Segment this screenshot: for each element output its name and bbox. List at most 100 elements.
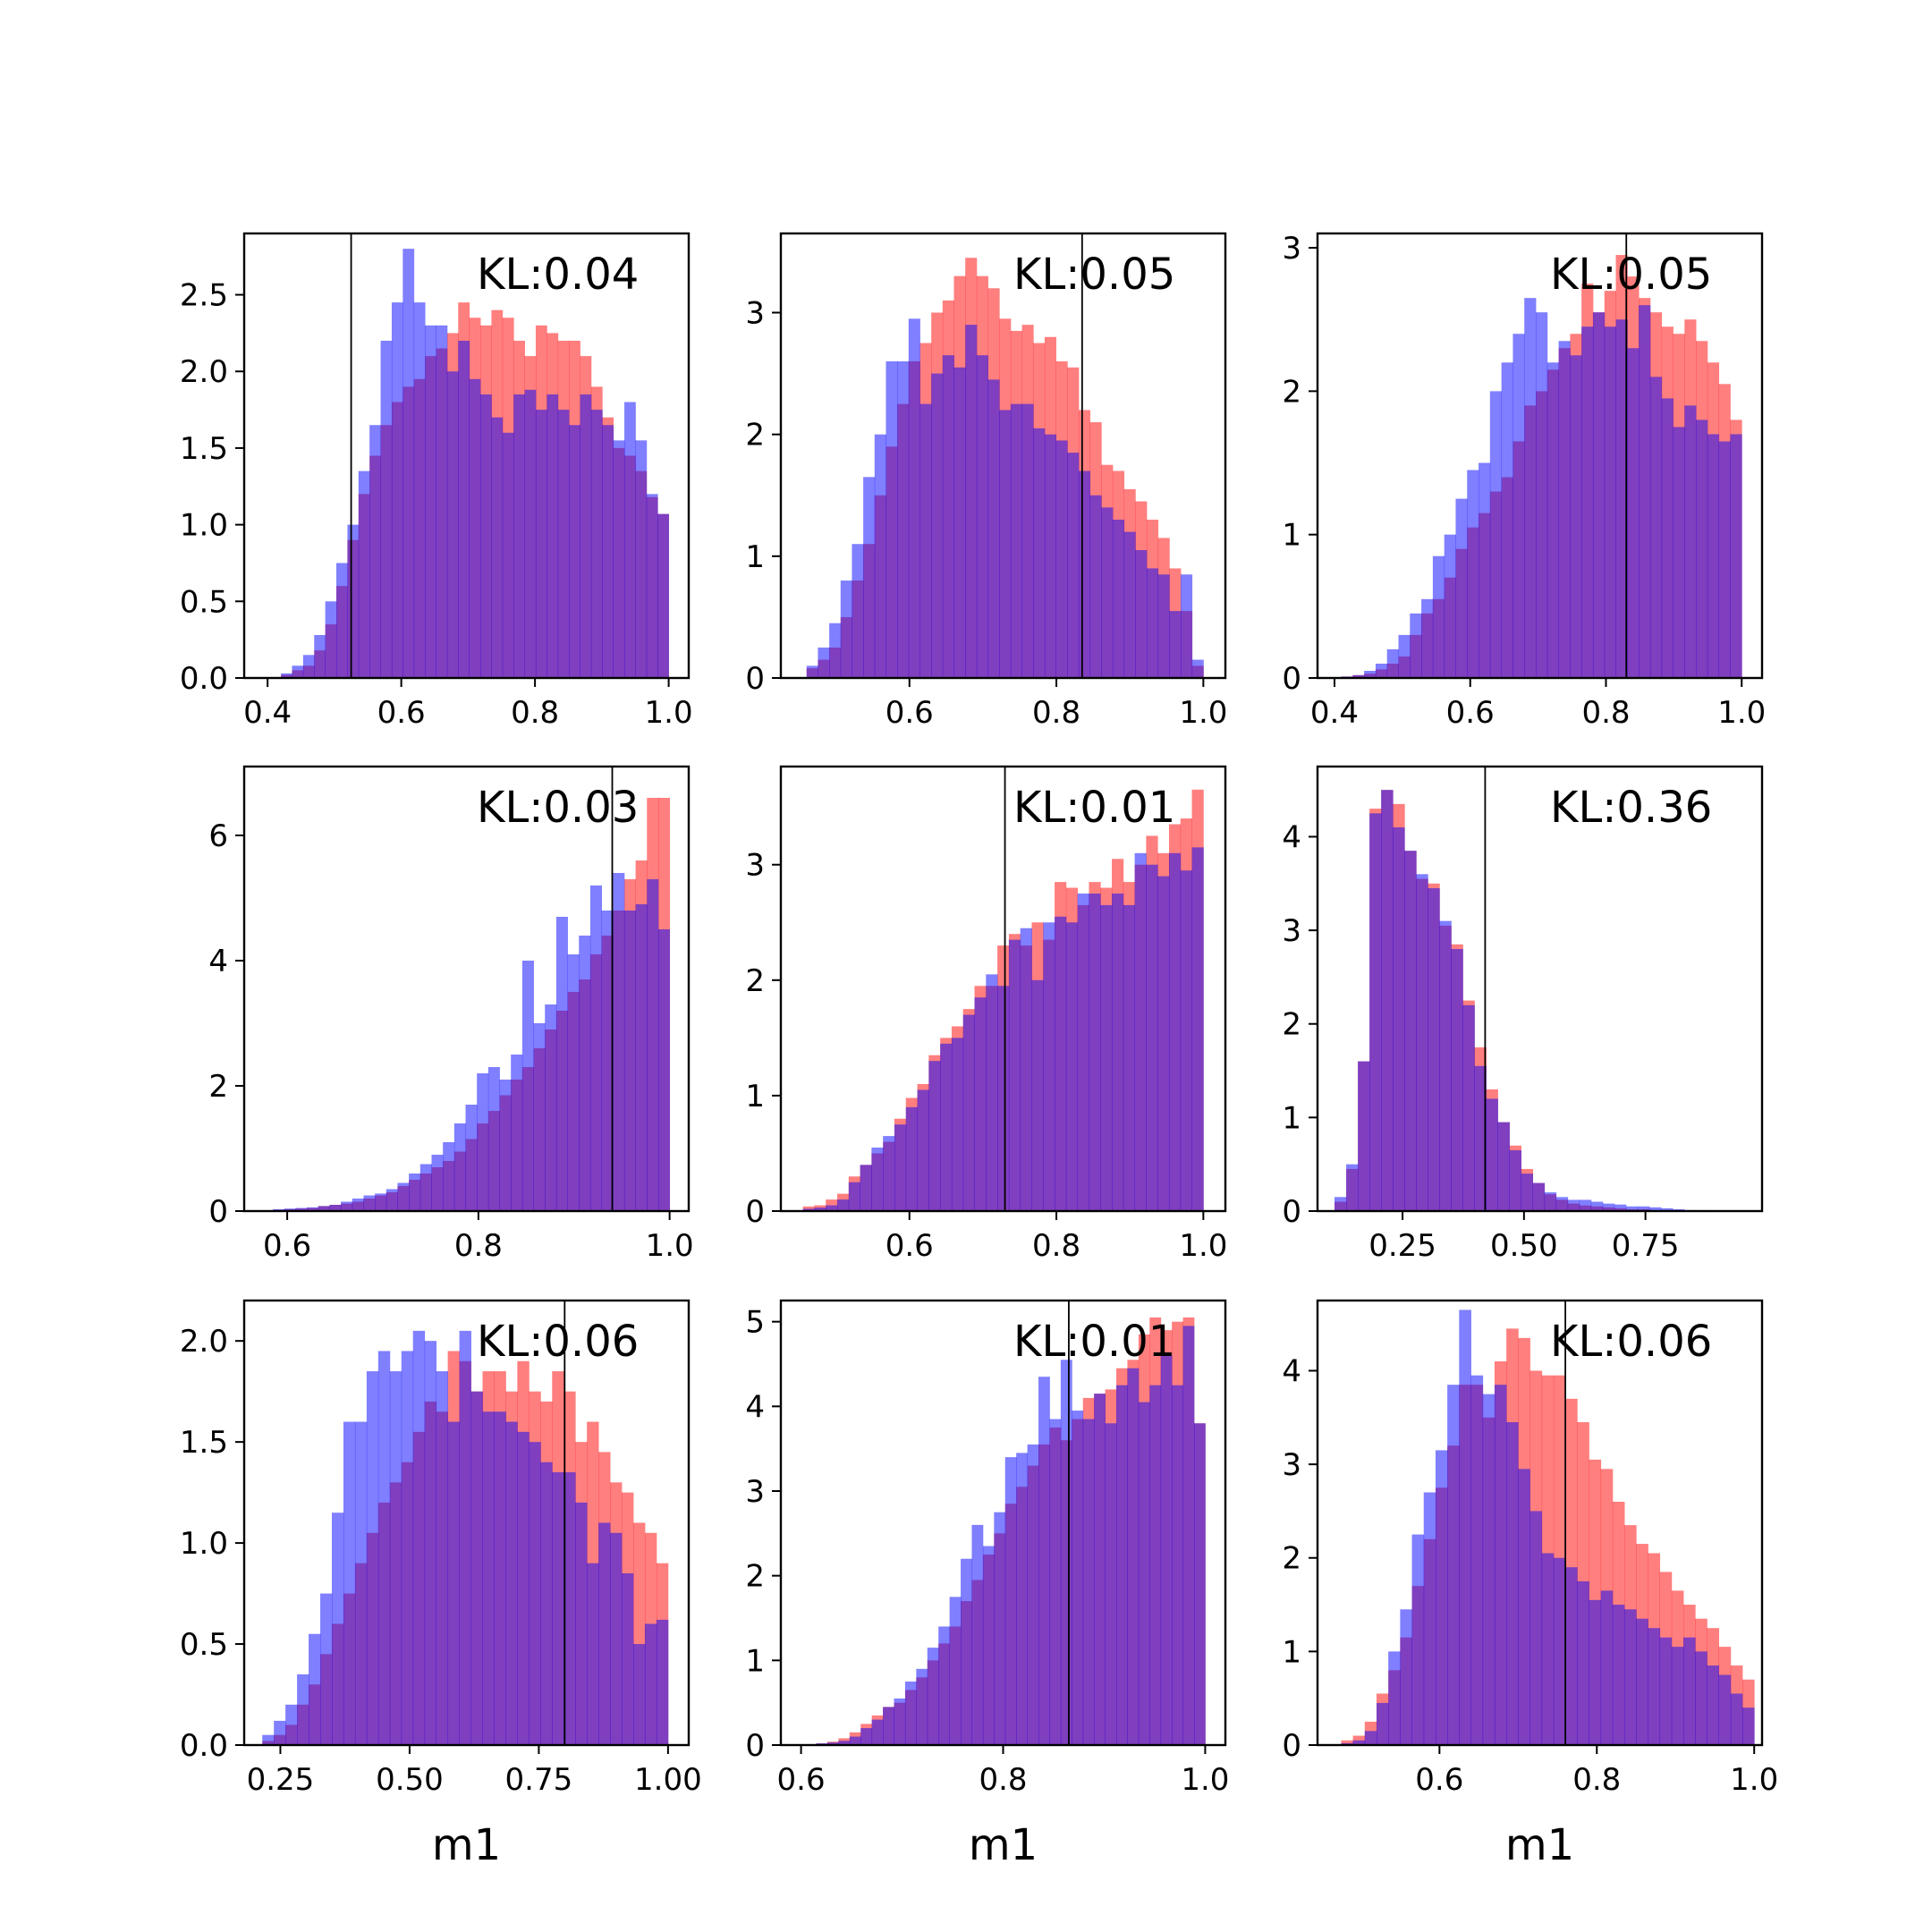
histogram-bar-blue <box>840 580 852 678</box>
histogram-bar-blue <box>1044 434 1056 678</box>
histogram-bar-blue <box>1031 979 1044 1211</box>
y-tick-label: 0 <box>1282 661 1301 697</box>
histogram-bar-blue <box>1421 598 1434 678</box>
histogram-bar-blue <box>997 986 1010 1211</box>
x-tick-label: 0.75 <box>1612 1228 1680 1264</box>
histogram-bar-blue <box>1352 674 1365 678</box>
histogram-bar-blue <box>1146 864 1158 1211</box>
histogram-bar-blue <box>1707 1665 1720 1745</box>
histogram-bar-blue <box>917 1089 929 1211</box>
histogram-bar-blue <box>908 318 920 678</box>
histogram-bar-blue <box>377 1351 391 1745</box>
histogram-bar-blue <box>635 440 648 678</box>
y-tick-label: 1.5 <box>180 1425 228 1461</box>
histogram-bar-blue <box>928 1061 941 1211</box>
histogram-bar-blue <box>431 1155 444 1211</box>
histogram-bar-blue <box>1553 1557 1566 1745</box>
histogram-bar-blue <box>1544 1192 1557 1211</box>
histogram-bar-blue <box>656 1619 669 1745</box>
y-tick-label: 2.0 <box>180 354 228 390</box>
x-tick-label: 0.8 <box>1581 695 1630 731</box>
histogram-bar-blue <box>897 360 910 678</box>
histogram-bar-blue <box>976 355 988 678</box>
x-tick-label: 0.25 <box>247 1762 315 1798</box>
histogram-bar-blue <box>1101 507 1114 678</box>
kl-annotation: KL:0.03 <box>477 783 639 833</box>
x-tick-label: 1.0 <box>645 695 693 731</box>
histogram-bar-blue <box>1077 894 1089 1211</box>
histogram-bar-blue <box>624 402 636 678</box>
histogram-bar-blue <box>477 1073 489 1211</box>
histogram-bar-blue <box>1497 1122 1510 1211</box>
bars-group <box>1335 790 1743 1211</box>
histogram-bar-blue <box>397 1182 410 1211</box>
histogram-bar-blue <box>1369 813 1382 1211</box>
histogram-bar-blue <box>465 1105 478 1211</box>
histogram-bar-blue <box>458 340 470 678</box>
histogram-bar-blue <box>480 394 492 678</box>
bars-group <box>1341 1309 1755 1745</box>
histogram-bar-blue <box>1135 550 1148 678</box>
histogram-bar-blue <box>494 1411 506 1745</box>
histogram-bar-blue <box>401 1351 414 1745</box>
histogram-bar-blue <box>962 1014 975 1211</box>
y-tick-label: 1 <box>1282 1100 1301 1136</box>
y-tick-label: 1.0 <box>180 508 228 544</box>
y-tick-label: 0 <box>745 1194 765 1230</box>
histogram-bar-blue <box>1696 419 1708 678</box>
histogram-bar-blue <box>380 340 393 678</box>
histogram-bar-blue <box>529 1442 541 1745</box>
x-tick-label: 0.8 <box>511 695 559 731</box>
x-tick-label: 0.8 <box>454 1228 503 1264</box>
histogram-bar-blue <box>1016 1453 1029 1745</box>
histogram-bar-blue <box>419 1164 432 1211</box>
histogram-bar-red <box>1341 1740 1353 1745</box>
histogram-bar-blue <box>986 974 998 1211</box>
histogram-bar-blue <box>436 325 448 678</box>
histogram-bar-blue <box>555 917 568 1211</box>
histogram-bar-blue <box>307 1207 319 1211</box>
histogram-bar-blue <box>1479 462 1491 678</box>
y-tick-label: 2 <box>1282 1541 1301 1577</box>
histogram-bar-blue <box>482 1411 495 1745</box>
histogram-bar-blue <box>589 886 602 1211</box>
x-tick-label: 1.00 <box>634 1762 702 1798</box>
histogram-bar-blue <box>860 1165 872 1211</box>
histogram-bar-blue <box>1615 319 1628 678</box>
histogram-bar-blue <box>1470 1375 1484 1745</box>
histogram-bar-blue <box>1386 648 1399 678</box>
histogram-bar-blue <box>938 1626 951 1745</box>
bars-group <box>273 798 671 1211</box>
histogram-bar-blue <box>505 1421 518 1745</box>
histogram-bar-blue <box>1127 1368 1140 1745</box>
histogram-bar-blue <box>802 1208 815 1211</box>
histogram-bar-blue <box>1546 362 1559 678</box>
histogram-bar-blue <box>818 647 830 678</box>
y-tick-label: 0.0 <box>180 661 228 697</box>
histogram-bar-blue <box>1558 341 1571 678</box>
histogram-bar-blue <box>587 1563 599 1745</box>
histogram-bar-blue <box>999 410 1012 678</box>
histogram-bar-blue <box>1180 870 1192 1211</box>
x-tick-label: 1.0 <box>1179 695 1227 731</box>
x-tick-label: 0.4 <box>243 695 292 731</box>
histogram-bar-blue <box>580 394 592 678</box>
histogram-bar-blue <box>1604 326 1616 678</box>
histogram-bar-blue <box>314 635 326 678</box>
histogram-bar-blue <box>1138 1402 1150 1745</box>
histogram-bar-blue <box>1352 1740 1366 1745</box>
histogram-bar-blue <box>1067 453 1080 678</box>
y-tick-label: 1 <box>745 1643 765 1679</box>
histogram-bar-blue <box>1182 1326 1195 1745</box>
kl-annotation: KL:0.36 <box>1550 783 1712 833</box>
histogram-bar-blue <box>1172 1385 1183 1745</box>
histogram-bar-blue <box>657 513 669 678</box>
histogram-bar-blue <box>1602 1203 1615 1211</box>
histogram-bar-blue <box>1410 613 1422 678</box>
histogram-bar-blue <box>647 879 659 1211</box>
histogram-bar-blue <box>1157 876 1170 1211</box>
histogram-bar-blue <box>274 1720 286 1745</box>
histogram-bar-blue <box>1513 334 1525 678</box>
histogram-bar-blue <box>1404 851 1417 1211</box>
histogram-bar-blue <box>511 1055 523 1211</box>
